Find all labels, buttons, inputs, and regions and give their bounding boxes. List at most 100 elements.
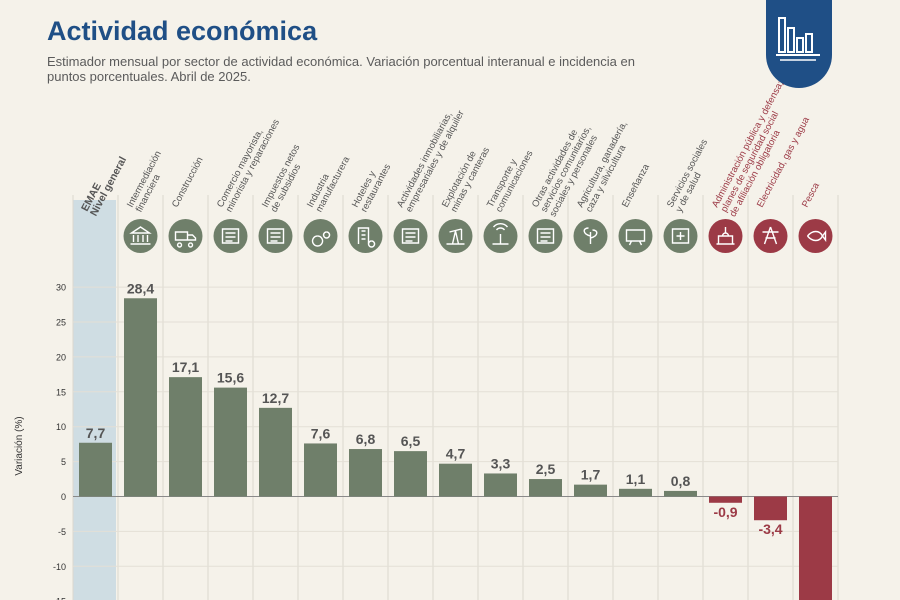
health-glyph (671, 228, 690, 244)
bar-value-label: 17,1 (172, 359, 199, 375)
bar-value-label: -0,9 (713, 504, 737, 520)
bar (619, 488, 652, 497)
category-label-line: Pesca (800, 180, 822, 209)
category-label: Intermediaciónfinanciera (125, 149, 173, 214)
y-tick-label: -15 (53, 597, 66, 600)
government-building-icon (708, 219, 743, 253)
antenna-icon (483, 219, 518, 253)
y-axis-label: Variación (%) (14, 416, 25, 475)
bar (709, 496, 742, 503)
store-icon (213, 219, 248, 253)
plant-glyph (583, 227, 598, 244)
bar-value-label: 7,6 (311, 425, 331, 441)
tower-glyph (762, 226, 779, 245)
generic-glyph (221, 228, 240, 244)
icon-circle (618, 219, 653, 253)
bank-glyph (129, 226, 152, 245)
gears-glyph (311, 231, 331, 247)
bar (529, 479, 562, 497)
category-label-line: planes de seguridad social (719, 110, 782, 214)
bar-value-label: 2,5 (536, 461, 556, 477)
plant-icon (573, 219, 608, 253)
icon-circle (123, 219, 158, 253)
bar-value-label: 6,5 (401, 433, 421, 449)
generic-glyph (536, 228, 555, 244)
bar-value-label: 7,7 (86, 425, 106, 441)
bar-value-label: 1,1 (626, 471, 646, 487)
gears-icon (303, 219, 338, 253)
category-label: Industriamanufacturera (305, 150, 353, 215)
tax-document-icon (258, 219, 293, 253)
category-label-line: Enseñanza (620, 162, 652, 210)
y-tick-label: 0 (61, 492, 66, 502)
bar (259, 407, 292, 497)
blackboard-glyph (625, 229, 646, 246)
generic-glyph (401, 228, 420, 244)
hotel-glyph (357, 227, 376, 248)
bar-chart-icon (776, 17, 820, 61)
bar (214, 387, 247, 497)
icon-circle (303, 219, 338, 253)
blackboard-icon (618, 219, 653, 253)
category-label: Pesca (800, 180, 822, 209)
y-tick-label: -10 (53, 562, 66, 572)
bar-value-label: 3,3 (491, 455, 511, 471)
emae-highlight-column (73, 200, 116, 600)
bar (124, 298, 157, 497)
category-label-line: Construcción (170, 155, 206, 209)
government-glyph (716, 227, 735, 245)
y-tick-label: 10 (56, 422, 66, 432)
bar-value-label: 12,7 (262, 390, 289, 406)
bar (169, 377, 202, 497)
y-tick-label: 25 (56, 318, 66, 328)
bar-value-label: 1,7 (581, 467, 601, 483)
icon-circle (798, 219, 833, 253)
category-label: Enseñanza (620, 162, 652, 210)
real-estate-icon (393, 219, 428, 253)
icon-circle (528, 219, 563, 253)
icon-circle (393, 219, 428, 253)
bar (664, 490, 697, 497)
electricity-tower-icon (753, 219, 788, 253)
y-tick-label: 15 (56, 387, 66, 397)
icon-circle (258, 219, 293, 253)
category-label: Hoteles yrestaurantes (350, 157, 393, 214)
bar (349, 449, 382, 497)
health-icon (663, 219, 698, 253)
oil-pump-glyph (446, 228, 465, 245)
bank-icon (123, 219, 158, 253)
bar (439, 463, 472, 497)
bar (304, 443, 337, 497)
category-label: Transporte ycomunicaciones (485, 144, 536, 214)
community-services-icon (528, 219, 563, 253)
icon-circle (213, 219, 248, 253)
icon-circle (348, 219, 383, 253)
bar-value-label: -3,4 (758, 521, 782, 537)
page-subtitle: Estimador mensual por sector de activida… (47, 54, 635, 84)
y-tick-label: 5 (61, 457, 66, 467)
fish-icon (798, 219, 833, 253)
hotel-icon (348, 219, 383, 253)
bar-value-label: 6,8 (356, 431, 376, 447)
category-label: Impuestos netosde subsidios (260, 142, 311, 214)
category-label: Construcción (170, 155, 206, 209)
oil-pump-icon (438, 219, 473, 253)
truck-glyph (174, 231, 197, 248)
bar-value-label: 0,8 (671, 473, 691, 489)
bar (484, 473, 517, 497)
bar-value-label: 4,7 (446, 446, 466, 462)
bar (394, 451, 427, 497)
y-tick-label: 20 (56, 352, 66, 362)
generic-glyph (266, 228, 285, 244)
bar (754, 496, 787, 521)
y-tick-label: -5 (58, 527, 66, 537)
antenna-glyph (492, 223, 509, 245)
icon-circle (168, 219, 203, 253)
bar (799, 496, 832, 600)
indec-badge (766, 0, 832, 88)
truck-icon (168, 219, 203, 253)
y-tick-label: 30 (56, 283, 66, 293)
icon-circle (753, 219, 788, 253)
bar (574, 484, 607, 497)
